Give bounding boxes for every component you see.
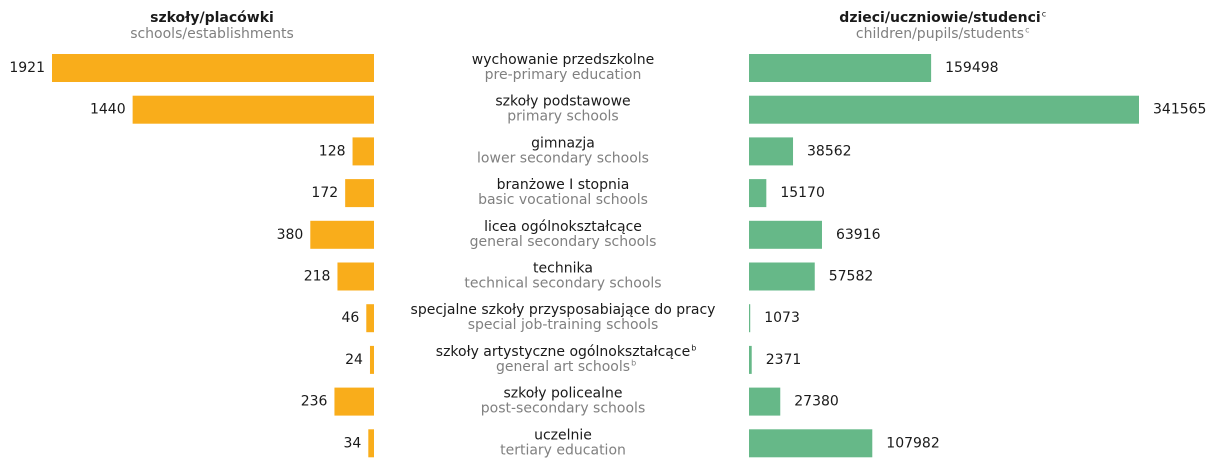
value-label: 128	[319, 143, 346, 159]
bar	[352, 137, 374, 166]
value-label: 341565	[1153, 102, 1206, 118]
footnote-marker: b	[631, 358, 636, 367]
right-header: dzieci/uczniowie/studenci	[839, 10, 1040, 26]
bar	[369, 345, 374, 374]
bar	[749, 137, 794, 166]
category-label: technika	[533, 261, 593, 277]
value-label: 107982	[886, 435, 939, 451]
value-label: 27380	[794, 394, 839, 410]
category-label-en: technical secondary schools	[464, 276, 661, 292]
value-label: 159498	[945, 60, 998, 76]
category-label: szkoły artystyczne ogólnokształcące	[436, 344, 690, 360]
category-label: szkoły podstawowe	[495, 94, 630, 110]
bar	[368, 429, 374, 458]
category-label-en: lower secondary schools	[477, 150, 649, 166]
category-label: licea ogólnokształcące	[484, 219, 642, 235]
category-label-en: post-secondary schools	[481, 401, 645, 417]
right-subheader: children/pupils/students	[856, 26, 1024, 42]
category-label: gimnazja	[531, 135, 595, 151]
value-label: 34	[343, 435, 361, 451]
category-label: branżowe I stopnia	[497, 177, 630, 193]
bar	[749, 345, 752, 374]
category-label: wychowanie przedszkolne	[472, 52, 654, 68]
bar	[749, 262, 815, 291]
bar	[132, 95, 374, 124]
bar	[749, 54, 932, 82]
value-label: 24	[345, 352, 363, 368]
category-label-en: primary schools	[507, 109, 618, 125]
value-label: 38562	[807, 143, 852, 159]
value-label: 1921	[9, 60, 45, 76]
footnote-marker: c	[1025, 26, 1029, 35]
bar	[749, 220, 822, 249]
value-label: 2371	[766, 352, 802, 368]
category-label-en: basic vocational schools	[478, 192, 648, 208]
value-label: 380	[277, 227, 304, 243]
value-label: 236	[301, 394, 328, 410]
footnote-marker: c	[1042, 10, 1046, 19]
category-label-en: general secondary schools	[470, 234, 657, 250]
bar	[52, 54, 374, 82]
bar	[366, 304, 374, 333]
category-label: specjalne szkoły przysposabiające do pra…	[411, 302, 716, 318]
value-label: 46	[341, 310, 359, 326]
bar	[345, 179, 374, 208]
category-label-en: special job-training schools	[468, 317, 659, 333]
value-label: 57582	[829, 269, 874, 285]
value-label: 15170	[780, 185, 825, 201]
value-label: 218	[304, 269, 331, 285]
bar	[334, 387, 374, 416]
left-subheader: schools/establishments	[130, 26, 294, 42]
value-label: 1073	[764, 310, 800, 326]
value-label: 63916	[836, 227, 881, 243]
category-label-en: general art schools	[496, 359, 630, 375]
bar	[749, 387, 781, 416]
left-header: szkoły/placówki	[150, 10, 274, 26]
category-label-en: pre-primary education	[485, 67, 642, 83]
value-label: 172	[311, 185, 338, 201]
bar	[749, 95, 1139, 124]
bar	[749, 179, 767, 208]
bar	[337, 262, 374, 291]
category-label-en: tertiary education	[500, 442, 626, 458]
bar	[749, 429, 873, 458]
category-label: szkoły policealne	[503, 386, 622, 402]
bar	[749, 304, 751, 333]
value-label: 1440	[90, 102, 126, 118]
category-label: uczelnie	[534, 427, 592, 443]
footnote-marker: b	[691, 343, 696, 352]
bar	[310, 220, 374, 249]
